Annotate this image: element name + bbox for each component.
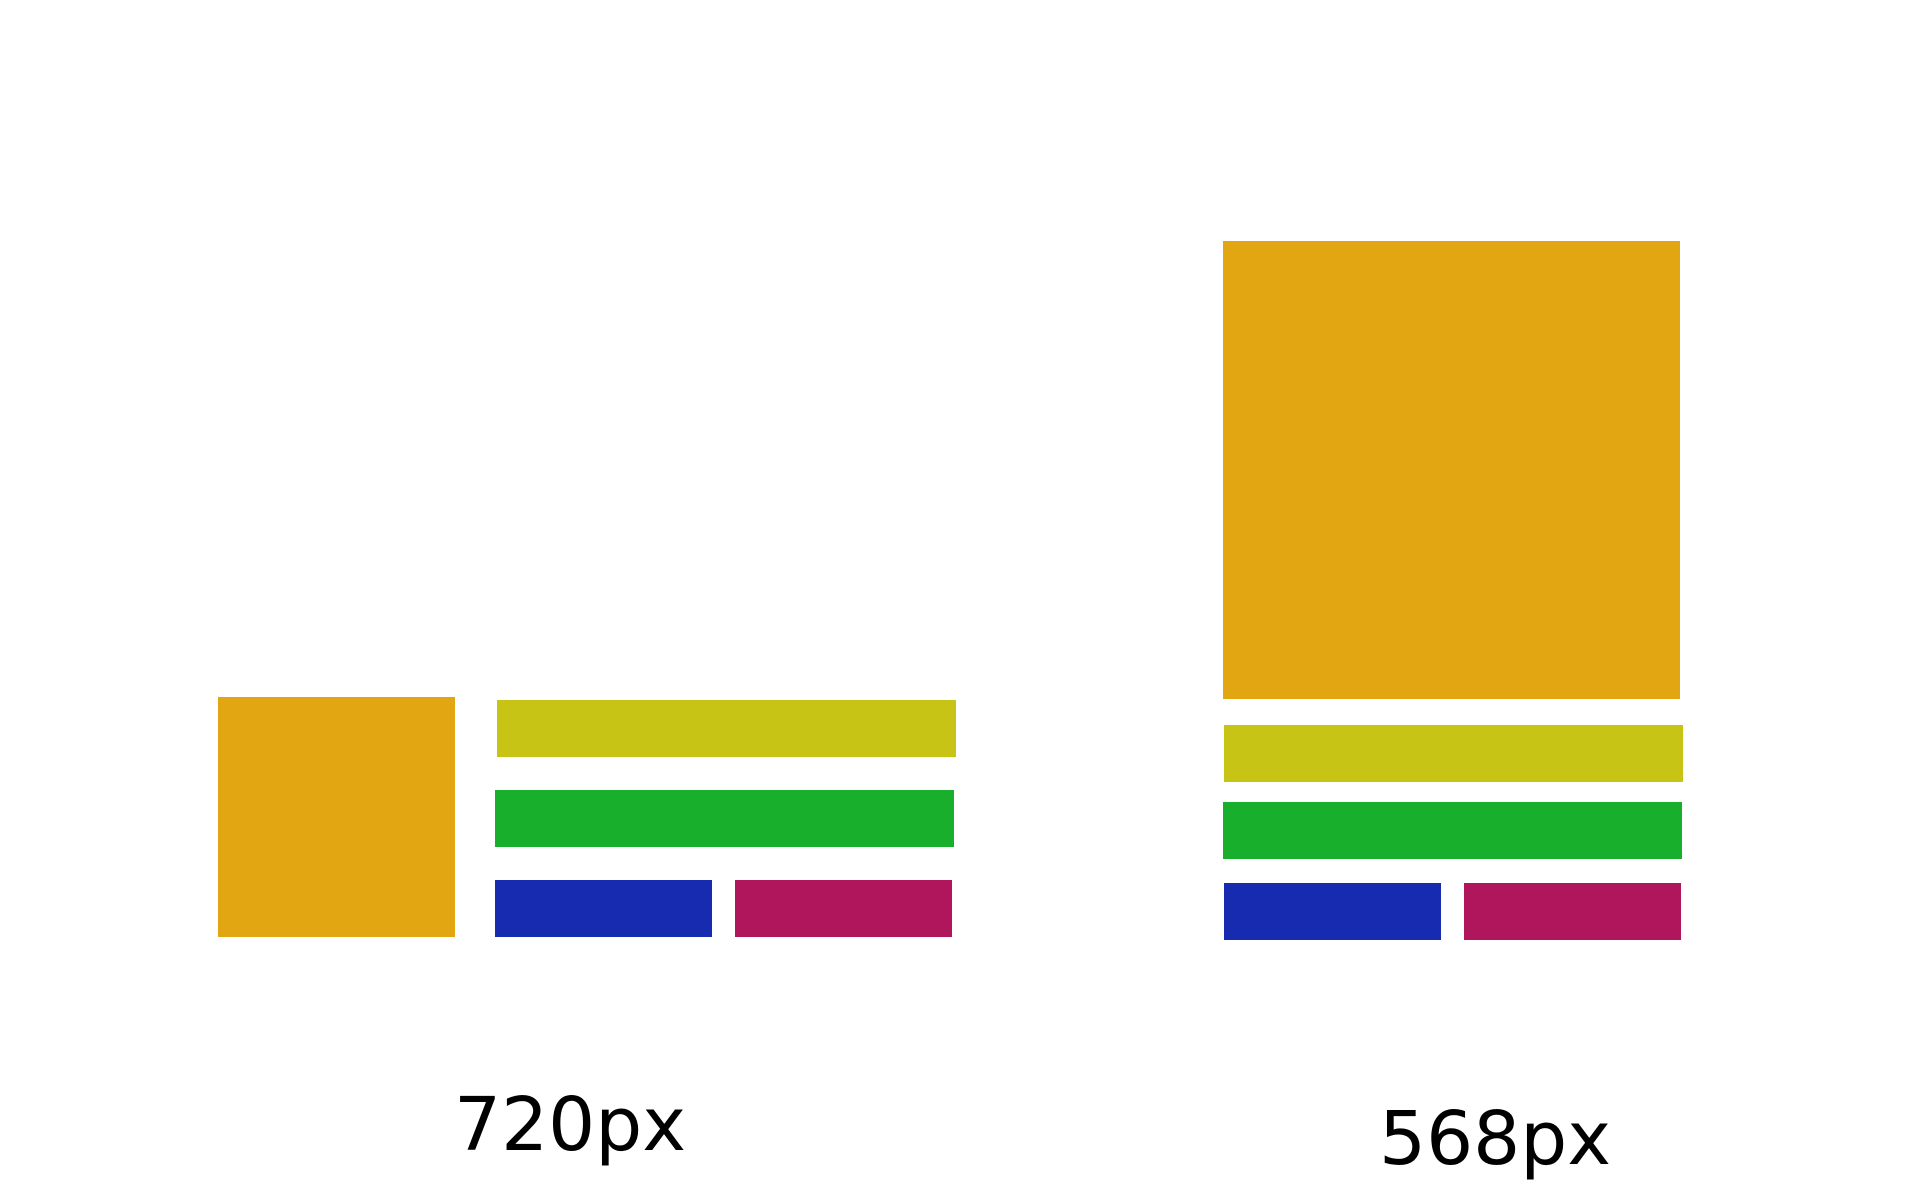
- wide-row-2-block: [495, 790, 954, 847]
- narrow-layout-caption: 568px: [1378, 1096, 1611, 1182]
- wide-row-1-block: [497, 700, 956, 757]
- narrow-row-3-left-block: [1224, 883, 1441, 940]
- wide-row-3-right-block: [735, 880, 952, 937]
- narrow-row-2-block: [1223, 802, 1682, 859]
- narrow-row-1-block: [1224, 725, 1683, 782]
- wide-layout-caption: 720px: [453, 1082, 686, 1168]
- wide-hero-block: [218, 697, 455, 937]
- narrow-hero-block: [1223, 241, 1680, 699]
- wide-row-3-left-block: [495, 880, 712, 937]
- narrow-row-3-right-block: [1464, 883, 1681, 940]
